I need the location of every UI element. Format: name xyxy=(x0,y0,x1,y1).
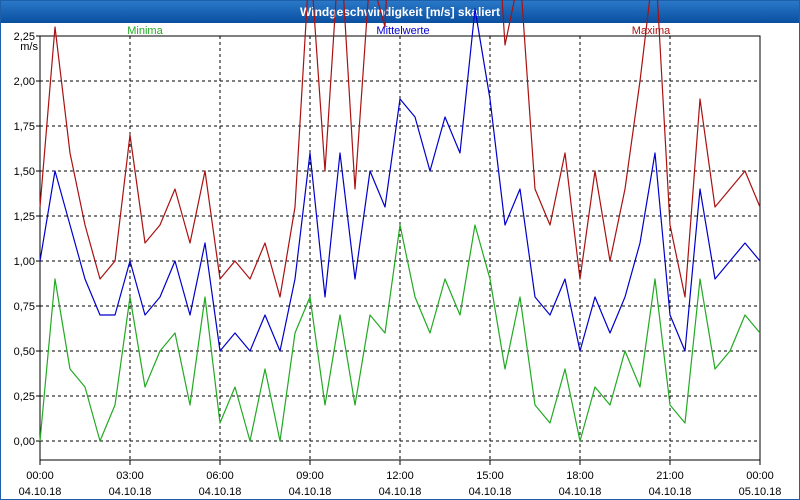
y-tick-label: 0,50 xyxy=(14,346,35,358)
x-tick-date: 04.10.18 xyxy=(559,486,602,498)
x-tick-time: 21:00 xyxy=(656,470,684,482)
x-tick-date: 05.10.18 xyxy=(739,486,782,498)
x-tick-date: 04.10.18 xyxy=(289,486,332,498)
legend: Minima Mittelwerte Maxima xyxy=(127,25,671,37)
x-tick-time: 03:00 xyxy=(116,470,144,482)
series xyxy=(39,0,761,442)
x-tick-date: 04.10.18 xyxy=(649,486,692,498)
y-tick-label: 2,25 xyxy=(14,31,35,43)
y-tick-label: 1,25 xyxy=(14,211,35,223)
x-tick-date: 04.10.18 xyxy=(19,486,62,498)
series-line-minima xyxy=(39,224,761,442)
x-tick-time: 09:00 xyxy=(296,470,324,482)
y-axis-label: m/s xyxy=(20,41,38,53)
x-tick-date: 04.10.18 xyxy=(199,486,242,498)
x-tick-time: 06:00 xyxy=(206,470,234,482)
legend-mittelwerte: Mittelwerte xyxy=(376,25,429,37)
y-tick-label: 0,00 xyxy=(14,436,35,448)
legend-maxima: Maxima xyxy=(632,25,671,37)
y-tick-label: 1,00 xyxy=(14,256,35,268)
x-axis: 00:00 04.10.18 03:00 04.10.18 06:00 04.10.18 0… xyxy=(19,460,782,498)
window-title: Windgeschwindigkeit [m/s] skaliert xyxy=(1,1,799,23)
y-tick-label: 0,75 xyxy=(14,301,35,313)
x-tick-time: 00:00 xyxy=(746,470,774,482)
series-line-mittelwerte xyxy=(39,8,761,352)
y-axis: m/s 0,00 0,25 0,50 0,75 1,00 1,25 1,50 1,75 2,00… xyxy=(14,31,40,448)
y-tick-label: 1,50 xyxy=(14,166,35,178)
series-line-maxima xyxy=(39,0,761,298)
x-tick-time: 12:00 xyxy=(386,470,414,482)
grid xyxy=(40,35,760,460)
x-tick-time: 15:00 xyxy=(476,470,504,482)
x-tick-date: 04.10.18 xyxy=(109,486,152,498)
x-tick-date: 04.10.18 xyxy=(379,486,422,498)
legend-minima: Minima xyxy=(127,25,163,37)
y-tick-label: 1,75 xyxy=(14,121,35,133)
x-tick-time: 00:00 xyxy=(26,470,54,482)
x-tick-date: 04.10.18 xyxy=(469,486,512,498)
y-tick-label: 0,25 xyxy=(14,391,35,403)
y-tick-label: 2,00 xyxy=(14,76,35,88)
x-tick-time: 18:00 xyxy=(566,470,594,482)
